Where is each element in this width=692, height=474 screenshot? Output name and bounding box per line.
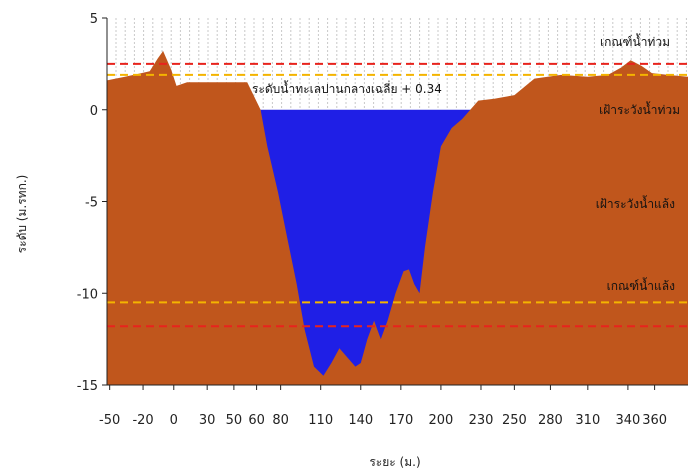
x-tick-label: -20 <box>132 413 153 428</box>
x-tick-label: 170 <box>388 413 413 428</box>
zone-label-flood-watch: เฝ้าระวังน้ำท่วม <box>599 101 680 117</box>
x-tick-label: 250 <box>502 413 527 428</box>
annotation-mean-sea-level: ระดับน้ำทะเลปานกลางเฉลี่ย + 0.34 <box>252 80 442 96</box>
zone-label-flood-threshold: เกณฑ์น้ำท่วม <box>600 33 670 49</box>
y-axis-label: ระดับ (ม.รทก.) <box>15 175 29 254</box>
x-tick-label: 200 <box>428 413 453 428</box>
x-tick-label: -50 <box>99 413 120 428</box>
zone-label-drought-watch: เฝ้าระวังน้ำแล้ง <box>596 195 675 211</box>
x-tick-label: 140 <box>348 413 373 428</box>
x-tick-label: 280 <box>538 413 563 428</box>
zone-label-drought-threshold: เกณฑ์น้ำแล้ง <box>607 277 675 293</box>
x-tick-label: 110 <box>308 413 333 428</box>
x-tick-labels: -50 -20 0 30 50 60 80 110 140 170 200 230 250 280 310 3… <box>99 385 667 428</box>
y-tick-label: 0 <box>90 104 98 119</box>
x-axis-label: ระยะ (ม.) <box>369 455 420 469</box>
y-tick-label: -5 <box>85 196 98 211</box>
x-tick-label: 310 <box>575 413 600 428</box>
x-tick-label: 0 <box>170 413 178 428</box>
y-tick-labels: 5 0 -5 -10 -15 <box>77 12 107 394</box>
reference-lines <box>107 62 688 328</box>
y-tick-label: -10 <box>77 287 98 302</box>
x-tick-label: 60 <box>248 413 265 428</box>
y-tick-label: 5 <box>90 12 98 27</box>
x-tick-label: 230 <box>469 413 494 428</box>
x-tick-label: 340 <box>615 413 640 428</box>
x-tick-label: 360 <box>642 413 667 428</box>
x-tick-label: 30 <box>199 413 216 428</box>
x-tick-label: 50 <box>226 413 243 428</box>
y-tick-label: -15 <box>77 379 98 394</box>
x-tick-label: 80 <box>272 413 289 428</box>
